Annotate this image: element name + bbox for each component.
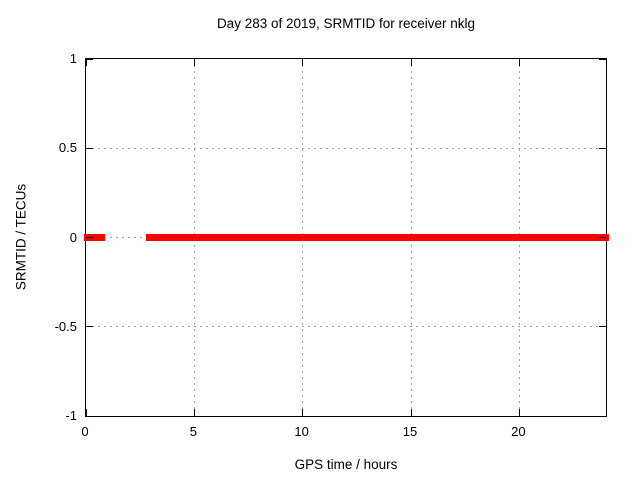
gridline-y--0.5	[86, 326, 606, 328]
y-tick-mark-right	[599, 415, 606, 417]
x-tick-mark-bottom	[410, 409, 412, 416]
x-tick-mark-top	[410, 59, 412, 66]
data-segment	[489, 234, 542, 241]
x-tick-mark-top	[518, 59, 520, 66]
data-segment	[353, 234, 455, 241]
data-segment	[538, 234, 568, 241]
data-segment	[245, 234, 268, 241]
data-segment	[233, 234, 249, 241]
y-tick-mark-right	[599, 147, 606, 149]
y-tick-mark-left	[86, 58, 93, 60]
y-tick-mark-left	[86, 326, 93, 328]
y-tick-mark-left	[86, 237, 93, 238]
x-tick-label: 15	[402, 424, 418, 439]
plot-area	[83, 58, 609, 417]
data-segment	[145, 234, 171, 241]
y-tick-mark-right	[599, 326, 606, 328]
data-segment	[211, 234, 226, 241]
data-segment	[222, 234, 238, 241]
x-tick-mark-bottom	[518, 409, 520, 416]
data-segment	[175, 234, 216, 241]
y-tick-mark-left	[86, 415, 93, 417]
data-segment	[287, 234, 357, 241]
x-tick-mark-top	[85, 59, 87, 66]
x-tick-mark-bottom	[193, 409, 195, 416]
y-tick-mark-right	[599, 58, 606, 60]
y-tick-label: -0.5	[54, 318, 77, 334]
y-tick-label: 0.5	[58, 140, 77, 156]
data-segment	[166, 234, 180, 241]
data-segment	[573, 234, 609, 241]
chart-title: Day 283 of 2019, SRMTID for receiver nkl…	[216, 16, 476, 31]
y-tick-mark-left	[86, 147, 93, 149]
x-tick-mark-bottom	[302, 409, 304, 416]
data-segment	[272, 234, 292, 241]
x-tick-label: 0	[81, 424, 89, 439]
x-tick-label: 10	[294, 424, 309, 439]
x-axis-label: GPS time / hours	[294, 457, 398, 472]
x-tick-label: 20	[511, 424, 526, 439]
y-tick-label: 0	[69, 229, 77, 245]
x-tick-label: 5	[189, 424, 197, 439]
data-segment	[452, 234, 493, 241]
data-segment	[83, 234, 105, 241]
x-tick-mark-top	[193, 59, 195, 66]
data-segment	[564, 234, 578, 241]
data-segment	[264, 234, 277, 241]
gridline-y-0.5	[86, 147, 606, 149]
y-tick-mark-right	[599, 237, 606, 238]
y-tick-label: -1	[65, 408, 77, 423]
y-tick-label: 1	[69, 51, 77, 66]
x-tick-mark-top	[302, 59, 304, 66]
x-tick-mark-bottom	[85, 409, 87, 416]
